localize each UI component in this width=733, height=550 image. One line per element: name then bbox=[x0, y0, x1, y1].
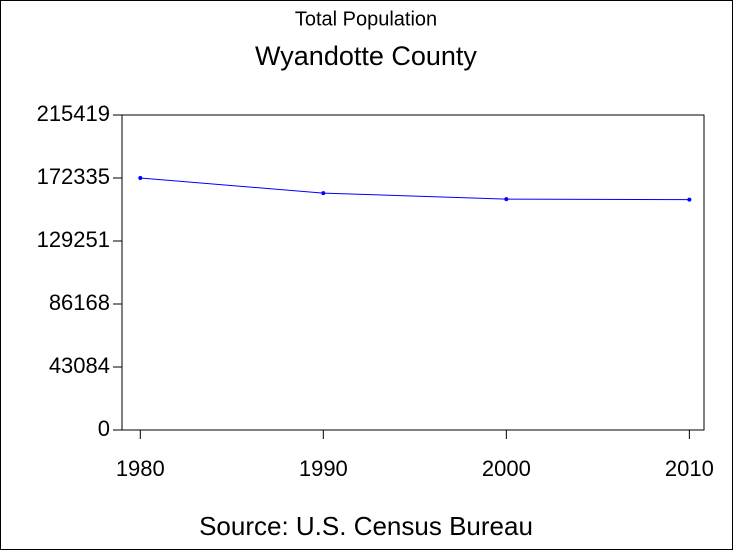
y-tick-label: 43084 bbox=[49, 353, 110, 378]
point bbox=[138, 176, 143, 181]
chart-title: Total Population bbox=[295, 8, 437, 30]
point bbox=[687, 197, 692, 202]
y-tick-label: 86168 bbox=[49, 290, 110, 315]
chart-subtitle: Wyandotte County bbox=[255, 41, 477, 71]
x-tick-label: 2010 bbox=[665, 456, 714, 481]
point bbox=[504, 197, 509, 202]
y-tick-label: 129251 bbox=[37, 227, 110, 252]
y-tick-label: 172335 bbox=[37, 164, 110, 189]
y-tick-label: 215419 bbox=[37, 101, 110, 126]
x-tick-label: 1990 bbox=[299, 456, 348, 481]
point bbox=[321, 191, 326, 196]
x-tick-label: 1980 bbox=[116, 456, 165, 481]
x-tick-label: 2000 bbox=[482, 456, 531, 481]
plot-frame bbox=[121, 114, 705, 431]
y-tick-label: 0 bbox=[98, 416, 110, 441]
line bbox=[140, 177, 690, 201]
footnote: Source: U.S. Census Bureau bbox=[199, 511, 533, 541]
